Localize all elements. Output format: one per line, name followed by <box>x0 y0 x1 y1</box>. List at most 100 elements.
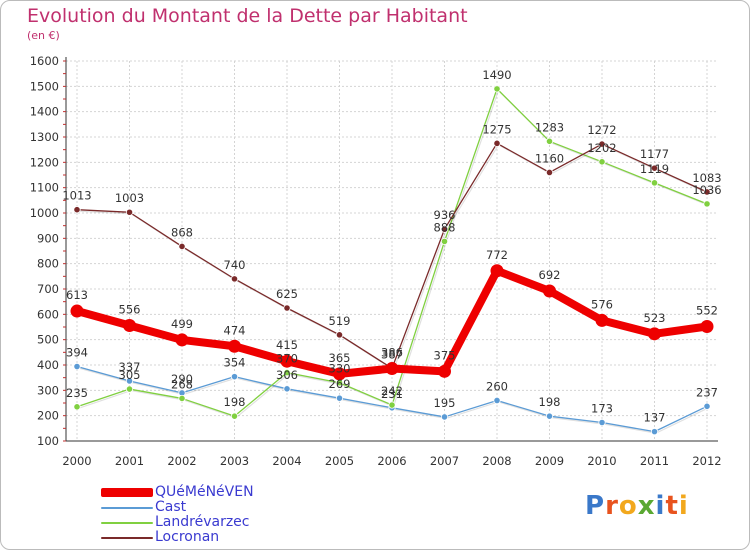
data-point-cast <box>125 377 134 385</box>
data-point-que-me-ne-ven <box>280 354 294 368</box>
data-label-que-me-ne-ven: 499 <box>171 317 193 331</box>
data-point-cast <box>440 413 449 421</box>
data-point-locronan <box>178 242 186 251</box>
logo-letter: r <box>605 491 619 521</box>
data-label-locronan: 1272 <box>587 123 616 137</box>
axes <box>63 57 718 442</box>
data-point-cast <box>703 402 711 410</box>
data-label-landre-varzec: 268 <box>171 377 193 391</box>
x-tick-label: 2005 <box>325 454 354 468</box>
data-label-locronan: 1275 <box>482 122 511 136</box>
x-tick-label: 2008 <box>482 454 511 468</box>
y-tick-label: 1300 <box>30 130 59 144</box>
data-label-cast: 337 <box>119 360 141 374</box>
data-label-que-me-ne-ven: 523 <box>644 311 666 325</box>
logo-letter: x <box>637 491 656 521</box>
data-point-que-me-ne-ven <box>700 319 714 333</box>
data-point-que-me-ne-ven <box>385 362 399 376</box>
data-point-locronan <box>73 206 81 214</box>
data-label-locronan: 387 <box>381 347 403 361</box>
data-label-cast: 198 <box>539 395 561 409</box>
data-point-landre-varzec <box>545 137 554 145</box>
data-points <box>70 85 714 436</box>
data-point-locronan <box>545 168 554 177</box>
legend-label: Locronan <box>155 529 220 545</box>
y-tick-label: 1200 <box>30 155 59 169</box>
legend-swatch <box>101 521 153 524</box>
legend-item-landre-varzec: Landrévarzec <box>101 515 254 530</box>
data-label-que-me-ne-ven: 415 <box>276 338 298 352</box>
data-point-locronan <box>493 139 501 147</box>
data-point-locronan <box>703 188 711 196</box>
y-tick-label: 900 <box>37 231 59 245</box>
logo-letter: P <box>585 491 606 521</box>
data-label-cast: 306 <box>276 368 298 382</box>
data-point-que-me-ne-ven <box>595 313 609 327</box>
x-tick-label: 2011 <box>640 454 669 468</box>
x-tick-label: 2004 <box>272 454 301 468</box>
data-label-landre-varzec: 198 <box>224 395 246 409</box>
data-label-locronan: 1177 <box>640 147 669 161</box>
data-point-cast <box>493 396 501 405</box>
proxiti-logo: Proxiti <box>585 491 689 521</box>
data-label-landre-varzec: 888 <box>434 220 456 234</box>
data-point-locronan <box>335 331 344 339</box>
y-tick-label: 300 <box>37 383 59 397</box>
grid-lines <box>66 60 718 442</box>
data-point-landre-varzec <box>125 385 134 393</box>
data-label-locronan: 519 <box>329 314 351 328</box>
data-label-locronan: 1013 <box>62 189 91 203</box>
tick-labels: 100 200 300 400 500 600 700 800 900 1000 1100 1200 1… <box>30 54 722 468</box>
data-point-cast <box>230 373 239 381</box>
data-label-cast: 394 <box>66 346 88 360</box>
data-label-cast: 231 <box>381 387 403 401</box>
data-label-landre-varzec: 1119 <box>640 162 669 176</box>
data-label-landre-varzec: 1490 <box>482 68 511 82</box>
legend-swatch <box>101 488 153 497</box>
data-point-landre-varzec <box>73 403 81 411</box>
data-labels: 394 337 290 354 306 269 231 195 260 198 173 137 237 2… <box>62 68 721 425</box>
data-label-cast: 173 <box>591 402 613 416</box>
data-label-landre-varzec: 305 <box>119 368 141 382</box>
data-label-que-me-ne-ven: 474 <box>224 323 246 337</box>
data-label-que-me-ne-ven: 552 <box>696 303 718 317</box>
data-label-que-me-ne-ven: 386 <box>381 346 403 360</box>
x-tick-label: 2000 <box>62 454 91 468</box>
data-point-landre-varzec <box>230 412 239 420</box>
y-tick-label: 1600 <box>30 54 59 68</box>
data-label-que-me-ne-ven: 613 <box>66 288 88 302</box>
data-point-cast <box>335 394 344 402</box>
data-label-que-me-ne-ven: 365 <box>329 351 351 365</box>
data-point-cast <box>283 385 291 393</box>
data-point-que-me-ne-ven <box>490 264 504 278</box>
legend-item-que-me-ne-ven: QUéMéNéVEN <box>101 485 254 500</box>
y-tick-label: 500 <box>37 333 59 347</box>
data-label-que-me-ne-ven: 772 <box>486 248 508 262</box>
logo-letter: t <box>665 491 679 521</box>
data-label-landre-varzec: 1202 <box>587 141 616 155</box>
legend-label: Landrévarzec <box>155 514 250 530</box>
data-point-locronan <box>283 304 291 312</box>
data-point-que-me-ne-ven <box>175 333 189 347</box>
data-point-que-me-ne-ven <box>333 367 346 381</box>
data-label-locronan: 740 <box>224 258 246 272</box>
legend-label: QUéMéNéVEN <box>155 484 254 500</box>
data-label-cast: 269 <box>329 377 351 391</box>
data-point-landre-varzec <box>283 368 291 377</box>
x-tick-label: 2001 <box>115 454 144 468</box>
x-tick-label: 2003 <box>220 454 249 468</box>
data-point-landre-varzec <box>598 158 606 166</box>
data-label-que-me-ne-ven: 576 <box>591 297 613 311</box>
chart-subtitle: (en €) <box>27 29 60 42</box>
data-label-que-me-ne-ven: 375 <box>434 348 456 362</box>
chart-title: Evolution du Montant de la Dette par Hab… <box>27 5 468 27</box>
data-label-landre-varzec: 370 <box>276 352 298 366</box>
data-point-que-me-ne-ven <box>228 339 241 353</box>
data-point-landre-varzec <box>440 237 449 245</box>
logo-letter: o <box>618 491 638 521</box>
data-label-locronan: 1083 <box>692 171 721 185</box>
x-tick-label: 2002 <box>167 454 196 468</box>
data-label-landre-varzec: 1283 <box>535 120 564 134</box>
